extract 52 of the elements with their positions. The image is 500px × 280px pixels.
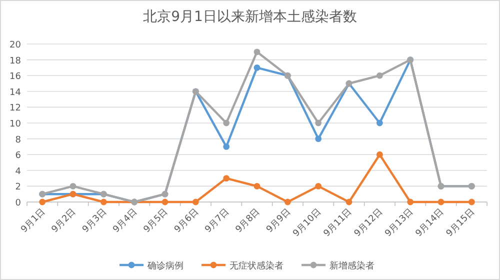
x-tick-label: 9月15日: [444, 207, 477, 240]
point: [315, 136, 322, 142]
y-tick-label: 14: [10, 88, 22, 98]
x-tick-label: 9月1日: [20, 207, 48, 235]
y-tick-label: 10: [10, 120, 22, 130]
x-tick-label: 9月14日: [414, 207, 446, 240]
y-tick-label: 0: [15, 198, 22, 208]
y-tick-label: 16: [10, 72, 22, 82]
legend-label: 新增感染者: [330, 260, 374, 272]
point: [223, 120, 230, 126]
point: [192, 198, 199, 206]
x-tick-label: 9月8日: [234, 207, 262, 235]
point: [438, 198, 444, 206]
point: [376, 120, 383, 126]
y-tick-label: 12: [10, 104, 21, 114]
point: [376, 72, 383, 79]
point: [100, 198, 107, 206]
y-tick-label: 4: [15, 166, 22, 177]
x-tick-label: 9月7日: [204, 207, 232, 235]
x-tick-label: 9月12日: [352, 207, 385, 240]
y-tick-label: 20: [10, 40, 22, 50]
x-tick-label: 9月3日: [80, 207, 109, 235]
x-tick-label: 9月5日: [142, 207, 170, 235]
y-tick-label: 18: [10, 56, 22, 66]
y-tick-label: 6: [15, 151, 22, 162]
y-tick-label: 8: [15, 135, 22, 146]
y-tick-label: 2: [15, 182, 21, 193]
point: [376, 151, 383, 158]
point: [284, 198, 291, 206]
point: [254, 48, 260, 56]
x-tick-label: 9月9日: [264, 207, 293, 235]
x-tick-label: 9月2日: [50, 207, 78, 235]
point: [254, 64, 260, 71]
point: [162, 198, 168, 206]
x-tick-label: 9月10日: [292, 207, 324, 240]
point: [315, 120, 322, 126]
legend-label: 无症状感染者: [230, 260, 284, 272]
point: [315, 183, 322, 190]
x-tick-label: 9月13日: [384, 207, 416, 240]
x-tick-label: 9月4日: [112, 207, 140, 235]
x-tick-label: 9月11日: [322, 207, 354, 240]
point: [254, 183, 260, 190]
point: [407, 198, 414, 206]
x-tick-label: 9月6日: [172, 207, 201, 235]
point: [223, 144, 230, 150]
point: [223, 175, 230, 182]
point: [70, 183, 76, 190]
point: [39, 198, 46, 206]
chart-title: 北京9月1日以来新增本土感染者数: [143, 9, 357, 25]
legend-label: 确诊病例: [146, 260, 184, 272]
point: [468, 198, 475, 206]
point: [346, 198, 352, 206]
